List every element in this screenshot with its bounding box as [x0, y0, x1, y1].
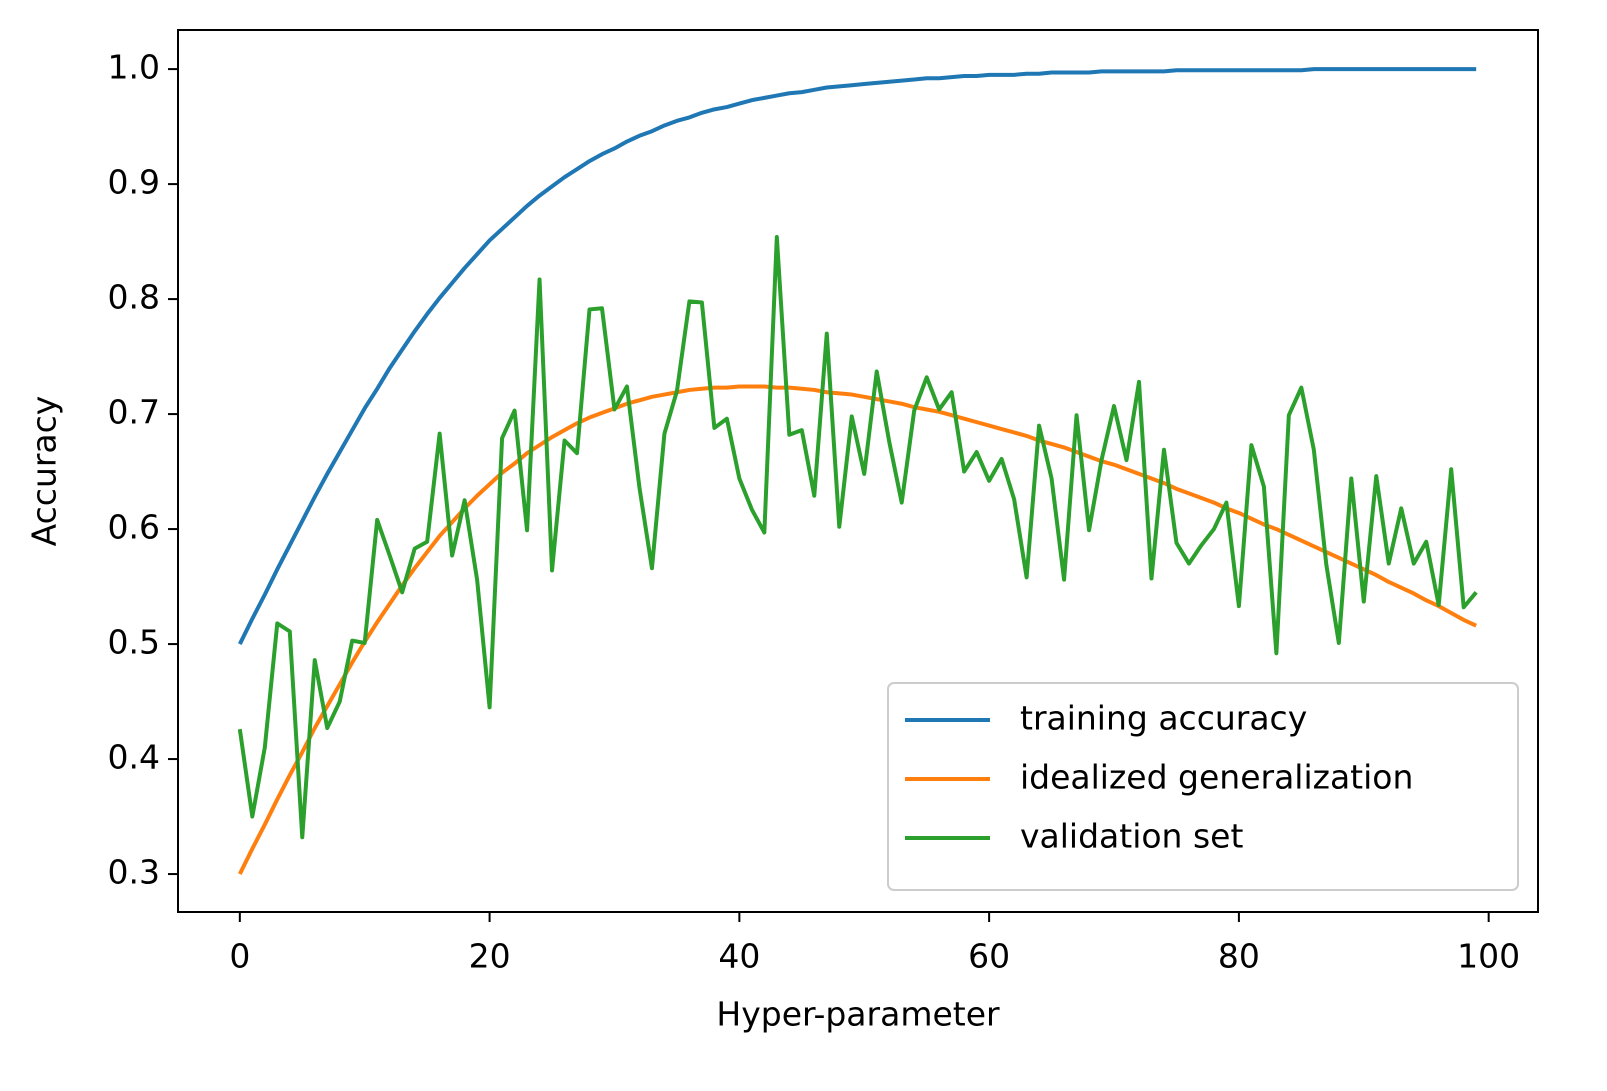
- legend-box: [887, 682, 1519, 891]
- legend-label: training accuracy: [1020, 699, 1307, 738]
- y-tick-label: 0.4: [108, 738, 160, 777]
- y-tick-label: 0.8: [108, 278, 160, 317]
- x-axis-label: Hyper-parameter: [716, 995, 1000, 1034]
- y-tick-label: 0.6: [108, 508, 160, 547]
- line-series: [238, 384, 1478, 875]
- x-tick-label: 80: [1218, 937, 1260, 976]
- x-tick-label: 40: [718, 937, 760, 976]
- y-tick-label: 0.3: [108, 853, 160, 892]
- line-series: [238, 67, 1477, 645]
- plot-frame: [177, 29, 1539, 913]
- y-axis-label: Accuracy: [25, 396, 64, 547]
- y-tick-label: 1.0: [108, 48, 160, 87]
- x-tick-label: 100: [1457, 937, 1520, 976]
- legend-label: idealized generalization: [1020, 758, 1413, 797]
- y-tick-label: 0.5: [108, 623, 160, 662]
- y-tick-label: 0.7: [108, 393, 160, 432]
- x-tick-label: 0: [229, 937, 250, 976]
- y-tick-label: 0.9: [108, 163, 160, 202]
- line-series: [237, 234, 1478, 840]
- x-tick-label: 20: [469, 937, 511, 976]
- x-tick-label: 60: [968, 937, 1010, 976]
- legend-label: validation set: [1020, 817, 1243, 856]
